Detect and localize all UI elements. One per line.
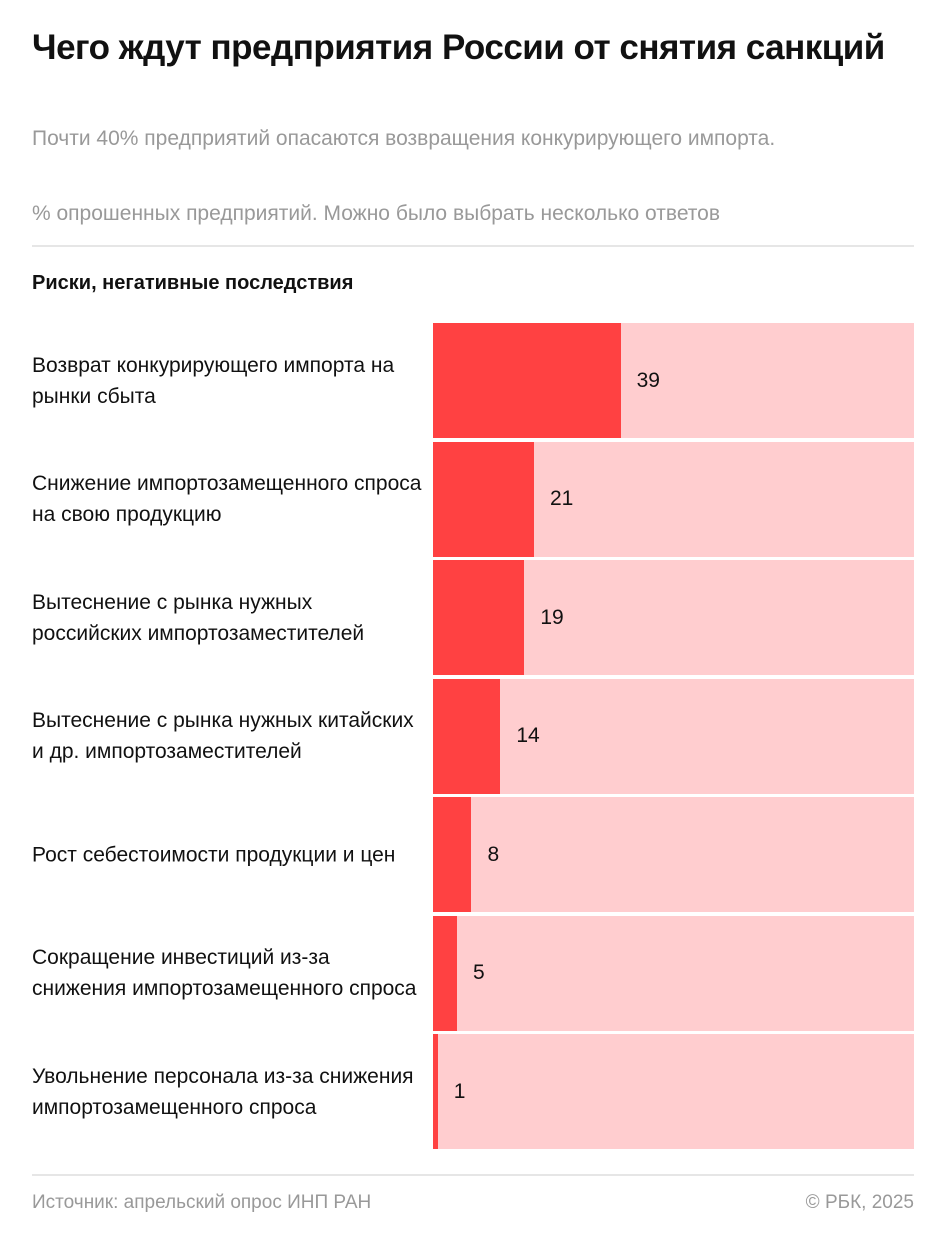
bar (433, 560, 525, 675)
bar-track: 5 (433, 915, 914, 1031)
bar (433, 797, 472, 912)
chart-title: Риски, негативные последствия (32, 272, 354, 294)
value-label: 19 (540, 605, 564, 629)
value-label: 5 (473, 961, 485, 984)
bar-row: Сокращение инвестиций из-за снижения имп… (32, 915, 914, 1031)
value-label: 21 (550, 487, 574, 510)
subtitle: Почти 40% предприятий опасаются возвраще… (32, 127, 776, 150)
bar (433, 323, 621, 438)
value-label: 39 (636, 368, 660, 392)
copyright-text: © РБК, 2025 (805, 1192, 914, 1213)
bar-track: 21 (433, 441, 914, 557)
category-label: Вытеснение с рынка нужных российских имп… (32, 590, 365, 645)
bar-track: 39 (433, 323, 914, 438)
bar-row: Вытеснение с рынка нужных российских имп… (32, 560, 914, 675)
bar (433, 915, 458, 1031)
bar (433, 1034, 438, 1149)
divider (32, 245, 914, 247)
chart-note: % опрошенных предприятий. Можно было выб… (32, 202, 721, 225)
divider (32, 1174, 914, 1176)
page-title: Чего ждут предприятия России от снятия с… (32, 28, 885, 67)
bar-row: Увольнение персонала из-за снижения импо… (32, 1034, 914, 1149)
category-label: Снижение импортозамещенного спроса на св… (32, 472, 422, 526)
bar-track: 8 (433, 797, 914, 912)
bar (433, 678, 501, 794)
bar (433, 441, 534, 557)
bar-track: 19 (433, 560, 914, 675)
bar-track: 14 (433, 678, 914, 794)
value-label: 1 (453, 1079, 466, 1103)
bar-track: 1 (433, 1034, 914, 1149)
category-label: Сокращение инвестиций из-за снижения имп… (32, 946, 417, 1000)
category-label: Рост себестоимости продукции и цен (32, 843, 396, 866)
category-label: Возврат конкурирующего импорта на рынки … (32, 353, 395, 408)
bar-row: Рост себестоимости продукции и цен 8 (32, 797, 914, 912)
value-label: 14 (516, 724, 540, 747)
bar-row: Снижение импортозамещенного спроса на св… (32, 441, 914, 557)
source-text: Источник: апрельский опрос ИНП РАН (32, 1192, 372, 1213)
value-label: 8 (487, 842, 500, 866)
bar-row: Возврат конкурирующего импорта на рынки … (32, 323, 914, 438)
category-label: Вытеснение с рынка нужных китайских и др… (32, 709, 414, 763)
bar-row: Вытеснение с рынка нужных китайских и др… (32, 678, 914, 794)
category-label: Увольнение персонала из-за снижения импо… (32, 1064, 414, 1119)
